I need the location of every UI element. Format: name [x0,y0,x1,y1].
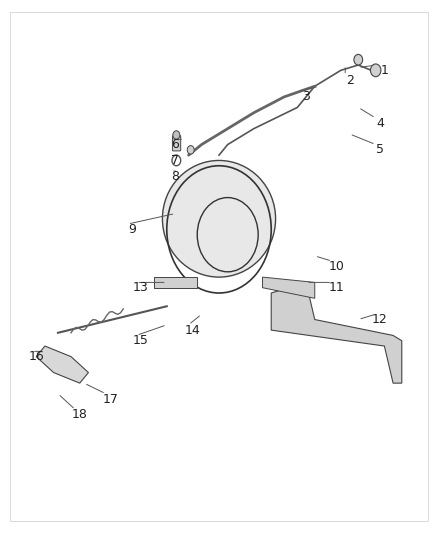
Text: 16: 16 [28,350,44,363]
Polygon shape [262,277,315,298]
FancyBboxPatch shape [10,12,428,521]
Circle shape [173,131,180,139]
Polygon shape [154,277,197,288]
Polygon shape [271,282,402,383]
Text: 18: 18 [72,408,88,422]
Text: 13: 13 [133,281,148,294]
Text: 14: 14 [185,324,201,337]
Text: 2: 2 [346,75,353,87]
Text: 4: 4 [376,117,384,130]
FancyBboxPatch shape [173,135,181,151]
Polygon shape [36,346,88,383]
Text: 9: 9 [128,223,136,236]
Circle shape [187,146,194,154]
Text: 6: 6 [172,138,180,151]
Text: 12: 12 [372,313,388,326]
Ellipse shape [162,160,276,277]
Text: 10: 10 [328,260,344,273]
Circle shape [371,64,381,77]
Text: 5: 5 [376,143,384,156]
Text: 1: 1 [381,64,389,77]
Circle shape [354,54,363,65]
Text: 8: 8 [172,170,180,183]
Text: 7: 7 [172,154,180,167]
Text: 11: 11 [328,281,344,294]
Text: 15: 15 [133,334,148,347]
Text: 17: 17 [102,393,118,406]
Text: 3: 3 [302,90,310,103]
